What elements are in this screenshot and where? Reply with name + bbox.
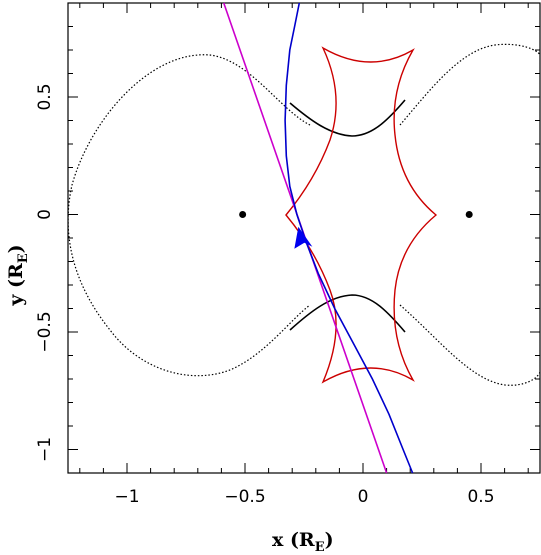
trajectory-curve-blue (284, 2, 414, 474)
x-axis-label: x (RE) (272, 529, 334, 555)
x-tick-label: 0.5 (467, 487, 494, 507)
critical-curve-left-outer (67, 54, 311, 377)
y-tick-label: 0 (35, 209, 55, 220)
critical-curve (67, 43, 541, 386)
y-tick-label: 0.5 (35, 83, 55, 110)
critical-curve-right-outer-lower (399, 304, 541, 386)
x-tick-label: −0.5 (224, 487, 265, 507)
x-tick-label: −1 (114, 487, 139, 507)
y-tick-label: −0.5 (35, 311, 55, 352)
lens-point (465, 211, 473, 218)
lens-points (239, 211, 473, 218)
axis-ticks (68, 2, 540, 474)
x-tick-label: 0 (358, 487, 369, 507)
tick-labels: −1 −0.5 0 0.5 −1 −0.5 0 0.5 (35, 83, 495, 507)
y-axis-label: y (RE) (5, 244, 31, 306)
trajectory-arrow (294, 226, 313, 249)
critical-curve-lower-arc (289, 294, 406, 333)
critical-curve-upper-arc (289, 99, 406, 137)
lens-point (239, 211, 247, 218)
y-tick-label: −1 (35, 437, 55, 462)
critical-curve-right-outer (399, 43, 541, 126)
caustic (285, 46, 438, 384)
